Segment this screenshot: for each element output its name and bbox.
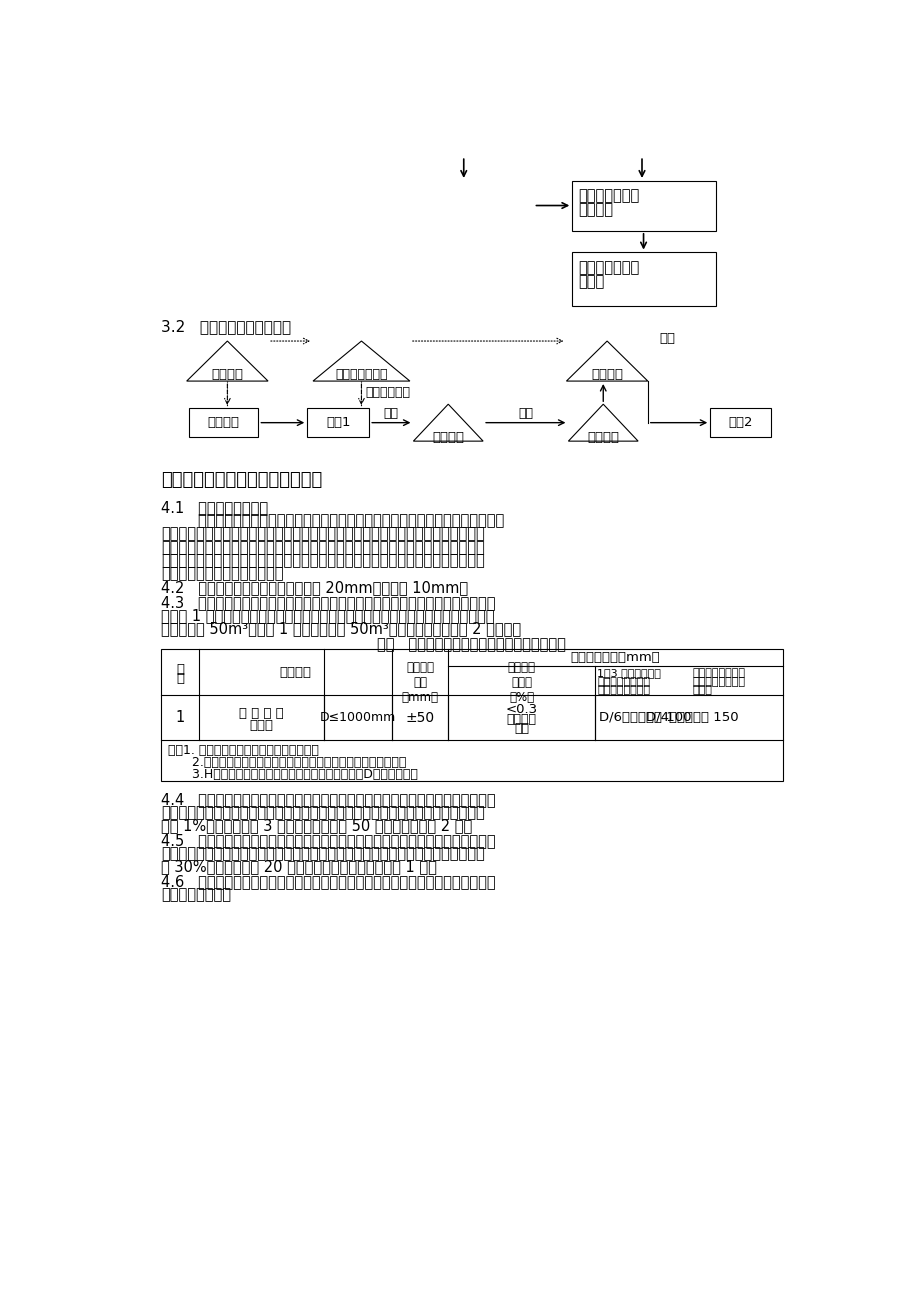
- Polygon shape: [568, 404, 638, 441]
- Text: D/4，且不大于 150: D/4，且不大于 150: [645, 711, 738, 724]
- Text: 4.3   灌注桩的桩位偏差必须符合表一的规定，桩顶混凝土浇筑后最小高度不低于设: 4.3 灌注桩的桩位偏差必须符合表一的规定，桩顶混凝土浇筑后最小高度不低于设: [162, 595, 495, 611]
- Bar: [188, 408, 258, 437]
- Bar: [162, 648, 782, 781]
- Text: 垂直于中心线方向: 垂直于中心线方向: [596, 677, 650, 686]
- Text: 垂直度允
许偏差
（%）: 垂直度允 许偏差 （%）: [507, 660, 535, 703]
- Text: 4.4   工程桩应进行承载力检验。对于地基基础设计等级为甲级或地质条件复杂，成: 4.4 工程桩应进行承载力检验。对于地基基础设计等级为甲级或地质条件复杂，成: [162, 792, 495, 807]
- Polygon shape: [187, 341, 267, 381]
- Polygon shape: [413, 404, 482, 441]
- Text: 计高度 1 米，桩底清孔质量按不同的成桩工艺有不同的要求，应按规范的具体要求执: 计高度 1 米，桩底清孔质量按不同的成桩工艺有不同的要求，应按规范的具体要求执: [162, 608, 494, 624]
- Text: ±50: ±50: [405, 711, 435, 725]
- Text: 注：1. 桩径允许偏差的负值是指个别断面。: 注：1. 桩径允许偏差的负值是指个别断面。: [167, 743, 318, 756]
- Text: 号: 号: [176, 672, 184, 685]
- Text: 计等级为甲级或地质条件复杂，成检质量可靠性低的灌注桩，抽检数量不应少于总数: 计等级为甲级或地质条件复杂，成检质量可靠性低的灌注桩，抽检数量不应少于总数: [162, 846, 484, 861]
- Text: 合格: 合格: [517, 406, 533, 419]
- Text: 标影响较大，钻孔灌注桩常见质量问题包括桩位偏差、孔斜、断桩、缩径、桩身砼疏: 标影响较大，钻孔灌注桩常见质量问题包括桩位偏差、孔斜、断桩、缩径、桩身砼疏: [162, 553, 484, 568]
- Text: 松、沉淤超厚及钢筋笼上浮等。: 松、沉淤超厚及钢筋笼上浮等。: [162, 566, 284, 581]
- Text: 3.2   工序质量监理控制程序: 3.2 工序质量监理控制程序: [162, 319, 291, 335]
- Polygon shape: [312, 341, 410, 381]
- Text: 监理巡视: 监理巡视: [211, 368, 244, 381]
- Text: 钻孔桩分项工程: 钻孔桩分项工程: [578, 189, 639, 203]
- Text: 桩位允许偏差（mm）: 桩位允许偏差（mm）: [570, 651, 660, 664]
- Text: 4.5   桩身质量应进行检验，检验要求应符合设计规定。当设计无具体规定时，对设: 4.5 桩身质量应进行检验，检验要求应符合设计规定。当设计无具体规定时，对设: [162, 833, 495, 848]
- Text: 分包自检: 分包自检: [432, 431, 464, 444]
- Text: （设计要: （设计要: [506, 712, 537, 725]
- Text: 1～3 根、单排桩基: 1～3 根、单排桩基: [596, 668, 660, 678]
- Text: D≤1000mm: D≤1000mm: [320, 711, 396, 724]
- Text: 的 30%，且不应少于 20 根。每个柱子承台下不得少于 1 根。: 的 30%，且不应少于 20 根。每个柱子承台下不得少于 1 根。: [162, 859, 437, 874]
- Text: 四、监理工作的控制要点及目标值: 四、监理工作的控制要点及目标值: [162, 471, 323, 490]
- Text: 准备工作: 准备工作: [208, 417, 239, 430]
- Text: 工序1: 工序1: [325, 417, 350, 430]
- Text: 监理验收: 监理验收: [591, 368, 622, 381]
- Text: 4.6   对岔灌注桩除承载力和桩体质量检测两个主控项目外，其他主控项目和一般项: 4.6 对岔灌注桩除承载力和桩体质量检测两个主控项目外，其他主控项目和一般项: [162, 874, 495, 889]
- Text: 桩质量可靠性低的灌注桩，应采用静载荷试验的方法进行检验，检验桩数不应少于总: 桩质量可靠性低的灌注桩，应采用静载荷试验的方法进行检验，检验桩数不应少于总: [162, 806, 484, 820]
- Text: 1: 1: [176, 710, 185, 725]
- Text: 目均应全部检查。: 目均应全部检查。: [162, 887, 232, 902]
- Text: <0.3: <0.3: [505, 703, 538, 716]
- Text: 艺变化较多，其中成孔工艺、泥浆护壁性能及水下砼灌注质量对钻孔灌注桩质量的目: 艺变化较多，其中成孔工艺、泥浆护壁性能及水下砼灌注质量对钻孔灌注桩质量的目: [162, 540, 484, 555]
- Text: 行。每浇注 50m³必须有 1 组试件。大于 50m³的桩，每根桩必须有 2 组试件。: 行。每浇注 50m³必须有 1 组试件。大于 50m³的桩，每根桩必须有 2 组…: [162, 621, 521, 637]
- Text: 求）: 求）: [514, 721, 528, 734]
- Polygon shape: [566, 341, 647, 381]
- Text: 和群桩基础的边桩: 和群桩基础的边桩: [596, 685, 650, 695]
- Text: 序: 序: [176, 663, 184, 676]
- Text: 合格: 合格: [383, 406, 398, 419]
- Text: 2.采用复打、反插法施工的桩，其桩径允许偏差不受上表限制。: 2.采用复打、反插法施工的桩，其桩径允许偏差不受上表限制。: [167, 756, 405, 769]
- Text: 4.2   桩位放样控制：对群桩允许偏差 20mm；单排桩 10mm。: 4.2 桩位放样控制：对群桩允许偏差 20mm；单排桩 10mm。: [162, 581, 468, 595]
- Text: 目前，采用的钻孔灌注桩桩施工工艺相对成熟，但在施工过程中可能因其他不可: 目前，采用的钻孔灌注桩桩施工工艺相对成熟，但在施工过程中可能因其他不可: [162, 513, 505, 529]
- Text: D/6，且不大于 100: D/6，且不大于 100: [598, 711, 690, 724]
- Text: 质量验收: 质量验收: [578, 202, 613, 217]
- Bar: [572, 181, 715, 230]
- Text: 总包检查: 总包检查: [586, 431, 618, 444]
- Text: 工序2: 工序2: [727, 417, 752, 430]
- Text: 桩径允许
偏差
（mm）: 桩径允许 偏差 （mm）: [402, 660, 438, 703]
- Text: 和评估: 和评估: [578, 273, 604, 289]
- Text: 方向和群桩基础的: 方向和群桩基础的: [692, 677, 744, 686]
- Text: 表一   灌注桩的平面位置和垂直度的允许偏差表: 表一 灌注桩的平面位置和垂直度的允许偏差表: [377, 637, 565, 652]
- Text: 4.1   质量目标风险分析: 4.1 质量目标风险分析: [162, 500, 268, 514]
- Text: 中间桩: 中间桩: [692, 685, 711, 695]
- Text: 桩基子分部验收: 桩基子分部验收: [578, 260, 639, 275]
- Text: 数的 1%，且不应少于 3 根，当总桩数少于 50 根时，不应少于 2 根。: 数的 1%，且不应少于 3 根，当总桩数少于 50 根时，不应少于 2 根。: [162, 819, 472, 833]
- Text: 泥 浆 护 壁: 泥 浆 护 壁: [239, 707, 284, 720]
- Text: 3.H为施工现场地面标高与桩顶设计标高的距离，D为设计桩径。: 3.H为施工现场地面标高与桩顶设计标高的距离，D为设计桩径。: [167, 768, 417, 781]
- Bar: [307, 408, 369, 437]
- Text: 不合格，整改: 不合格，整改: [365, 385, 410, 398]
- Bar: [572, 253, 715, 306]
- Text: 监理巡视、旁站: 监理巡视、旁站: [335, 368, 387, 381]
- Bar: [709, 408, 770, 437]
- Text: 钻孔桩: 钻孔桩: [249, 719, 273, 732]
- Text: 合格: 合格: [659, 332, 675, 345]
- Text: 条型桩基沿中心线: 条型桩基沿中心线: [692, 668, 744, 678]
- Text: 成孔方法: 成孔方法: [279, 665, 312, 678]
- Text: 确定的因素导致成孔时间较长等，容易出现塌孔现象。再因施工的工序复杂，施工工: 确定的因素导致成孔时间较长等，容易出现塌孔现象。再因施工的工序复杂，施工工: [162, 526, 484, 542]
